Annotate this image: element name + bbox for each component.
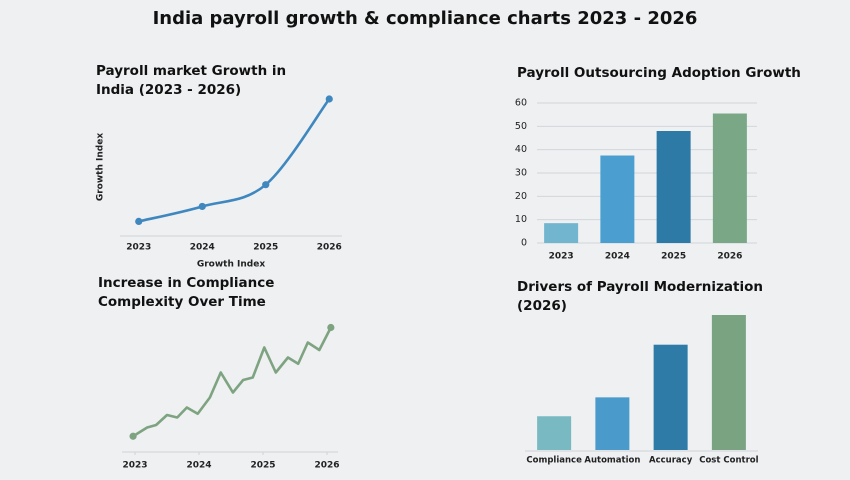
x-tick-label: 2026 <box>314 461 339 471</box>
bar <box>653 344 688 450</box>
x-axis-label: Growth Index <box>197 260 265 270</box>
chart-title: Payroll market Growth in India (2023 - 2… <box>96 63 287 98</box>
x-tick-label: 2023 <box>122 461 147 471</box>
x-tick-label: 2023 <box>126 243 151 253</box>
point <box>198 202 206 211</box>
point <box>325 95 333 103</box>
chart-title: Payroll Outsourcing Adoption Growth <box>517 65 801 81</box>
page-title: India payroll growth & compliance charts… <box>152 8 698 29</box>
y-tick-label: 10 <box>515 214 527 225</box>
y-tick-label: 40 <box>515 144 527 155</box>
y-tick-label: 20 <box>515 191 527 202</box>
x-tick-label: 2026 <box>717 252 742 262</box>
point <box>262 181 270 189</box>
bar <box>537 416 572 450</box>
x-tick-label: Cost Control <box>699 456 758 466</box>
chart-title: Increase in Compliance Complexity Over T… <box>98 275 275 310</box>
bar <box>595 397 630 450</box>
x-tick-label: 2023 <box>549 252 574 262</box>
point <box>135 217 143 225</box>
x-tick-label: 2026 <box>317 243 342 253</box>
y-tick-label: 50 <box>515 121 527 132</box>
x-tick-label: Automation <box>584 456 640 466</box>
y-axis-label: Growth Index <box>96 133 106 201</box>
x-tick-label: Accuracy <box>649 456 693 466</box>
bar <box>711 315 746 450</box>
chart-title: Drivers of Payroll Modernization (2026) <box>517 279 763 314</box>
line <box>132 326 332 438</box>
y-tick-label: 60 <box>515 98 527 109</box>
y-tick-label: 0 <box>521 238 527 249</box>
x-tick-label: 2024 <box>190 243 215 253</box>
bar <box>656 131 691 243</box>
line <box>138 98 331 223</box>
bar <box>712 113 747 243</box>
point <box>327 323 335 332</box>
x-tick-label: 2024 <box>605 252 630 262</box>
x-tick-label: 2024 <box>186 461 211 471</box>
x-tick-label: 2025 <box>250 461 275 471</box>
bar <box>544 223 579 243</box>
x-tick-label: 2025 <box>661 252 686 262</box>
bar <box>600 155 635 243</box>
x-tick-label: Compliance <box>526 456 582 466</box>
y-tick-label: 30 <box>515 168 527 179</box>
x-tick-label: 2025 <box>253 243 278 253</box>
point <box>129 432 137 440</box>
